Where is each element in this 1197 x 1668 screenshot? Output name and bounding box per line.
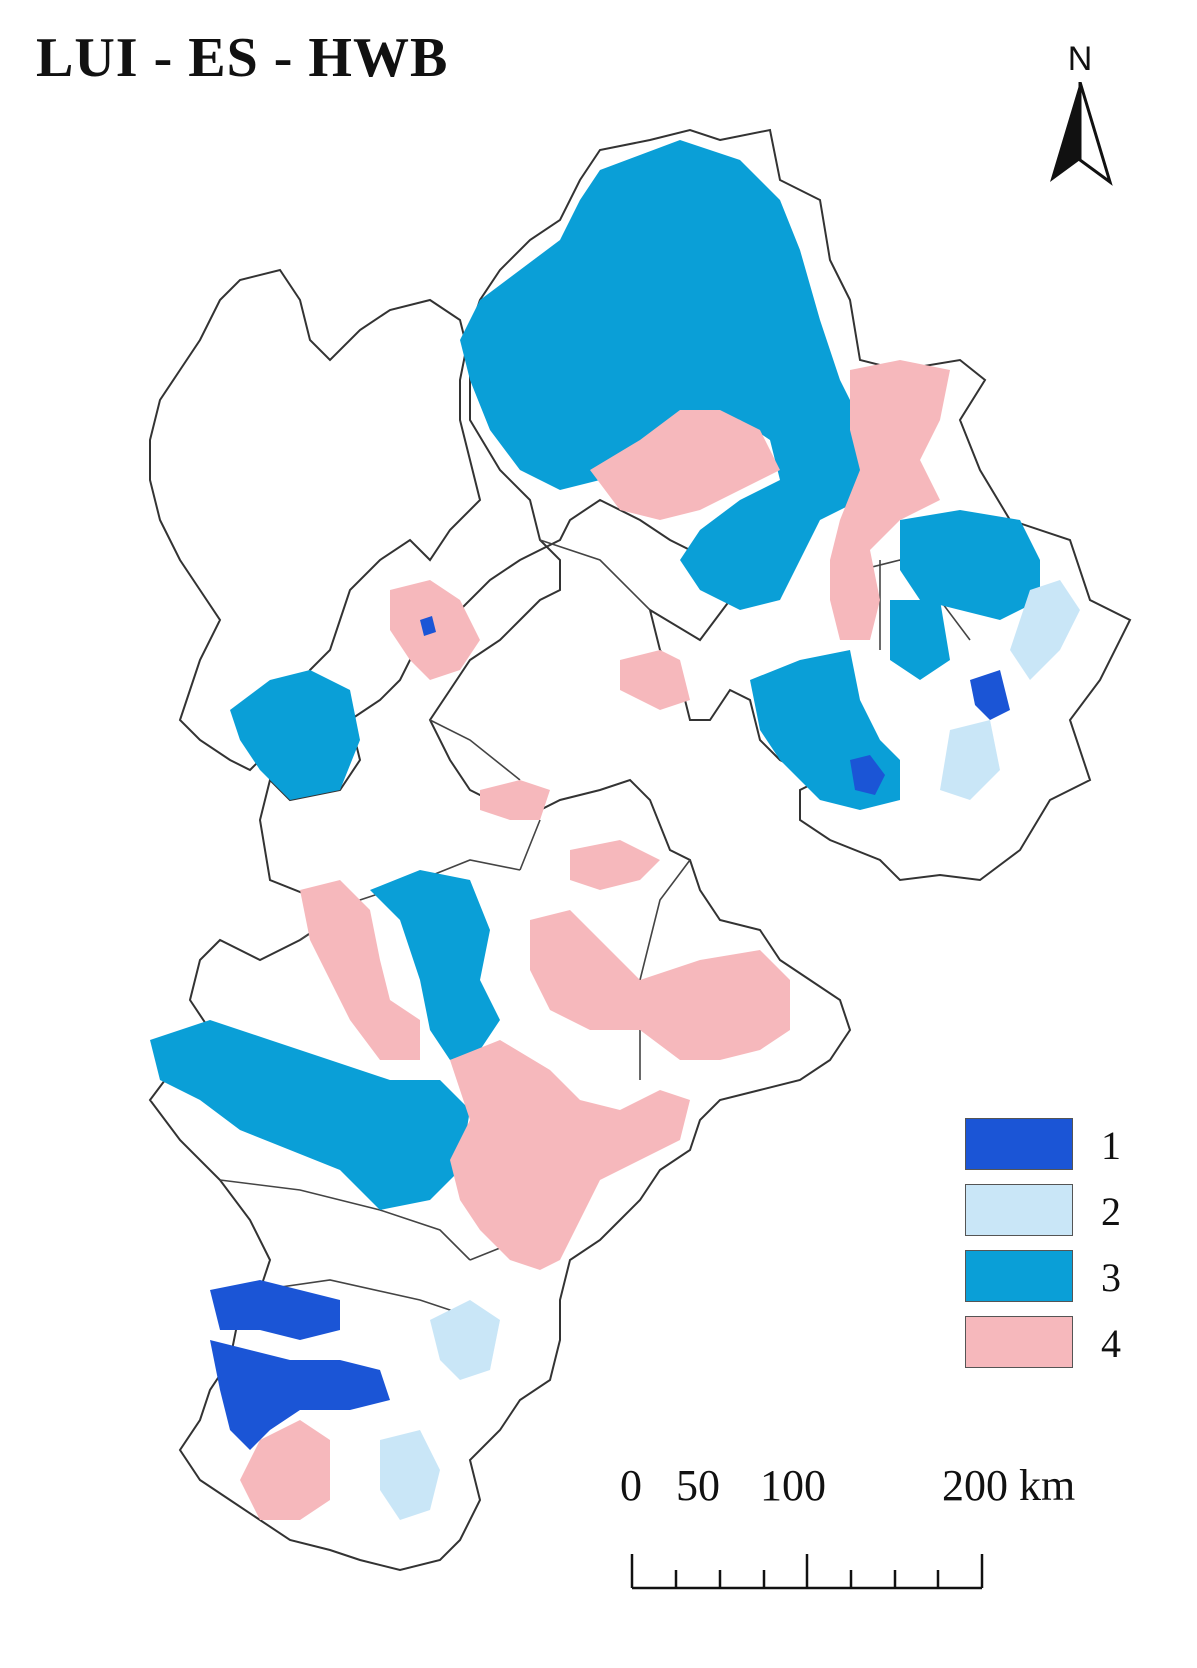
scale-label-200: 200 km	[942, 1461, 1076, 1510]
legend-label-1: 1	[1101, 1123, 1121, 1168]
class-3-regions	[150, 140, 1040, 1210]
legend-item-2: 2	[965, 1184, 1165, 1238]
scale-label-100: 100	[760, 1461, 826, 1510]
legend-item-1: 1	[965, 1118, 1165, 1172]
scale-bar: 0 50 100 200 km	[620, 1460, 1180, 1600]
legend-item-4: 4	[965, 1316, 1165, 1370]
legend-label-2: 2	[1101, 1189, 1121, 1234]
scale-label-0: 0	[620, 1461, 642, 1510]
north-label: N	[1067, 40, 1093, 78]
class-2-regions	[380, 580, 1080, 1520]
scale-ruler	[630, 1554, 984, 1590]
legend-swatch-1	[965, 1118, 1073, 1170]
map-title: LUI - ES - HWB	[36, 27, 449, 89]
legend-item-3: 3	[965, 1250, 1165, 1304]
scale-label-50: 50	[676, 1461, 720, 1510]
legend-label-3: 3	[1101, 1255, 1121, 1300]
class-1-regions	[210, 616, 1010, 1450]
north-arrow: N	[1040, 40, 1120, 200]
north-arrow-icon	[1050, 82, 1113, 186]
class-4-regions	[240, 360, 950, 1520]
legend-swatch-2	[965, 1184, 1073, 1236]
legend-swatch-3	[965, 1250, 1073, 1302]
legend-swatch-4	[965, 1316, 1073, 1368]
legend-label-4: 4	[1101, 1321, 1121, 1366]
